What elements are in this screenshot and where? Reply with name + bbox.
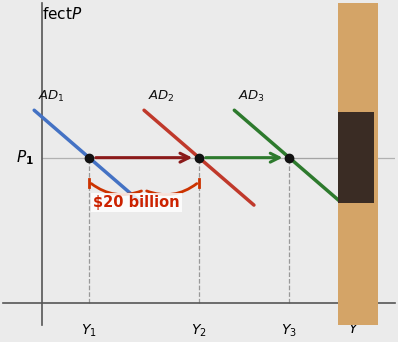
- Text: fect$\mathbf{\mathit{P}}$: fect$\mathbf{\mathit{P}}$: [42, 6, 82, 22]
- Text: $\mathit{Y}$: $\mathit{Y}$: [348, 322, 360, 336]
- Bar: [338, 113, 374, 203]
- Text: $\mathit{AD}_{1}$: $\mathit{AD}_{1}$: [38, 89, 65, 104]
- Text: $20 billion: $20 billion: [93, 195, 179, 210]
- Text: $\mathit{Y}_1$: $\mathit{Y}_1$: [81, 322, 97, 339]
- Text: $\mathit{AD}_{3}$: $\mathit{AD}_{3}$: [238, 89, 265, 104]
- Bar: [338, 3, 378, 326]
- Text: $\mathit{Y}_2$: $\mathit{Y}_2$: [191, 322, 207, 339]
- Text: $\mathit{Y}_3$: $\mathit{Y}_3$: [281, 322, 297, 339]
- Text: $\mathbf{\mathit{P}_1}$: $\mathbf{\mathit{P}_1}$: [16, 148, 34, 167]
- Text: $\mathit{AD}_{2}$: $\mathit{AD}_{2}$: [148, 89, 175, 104]
